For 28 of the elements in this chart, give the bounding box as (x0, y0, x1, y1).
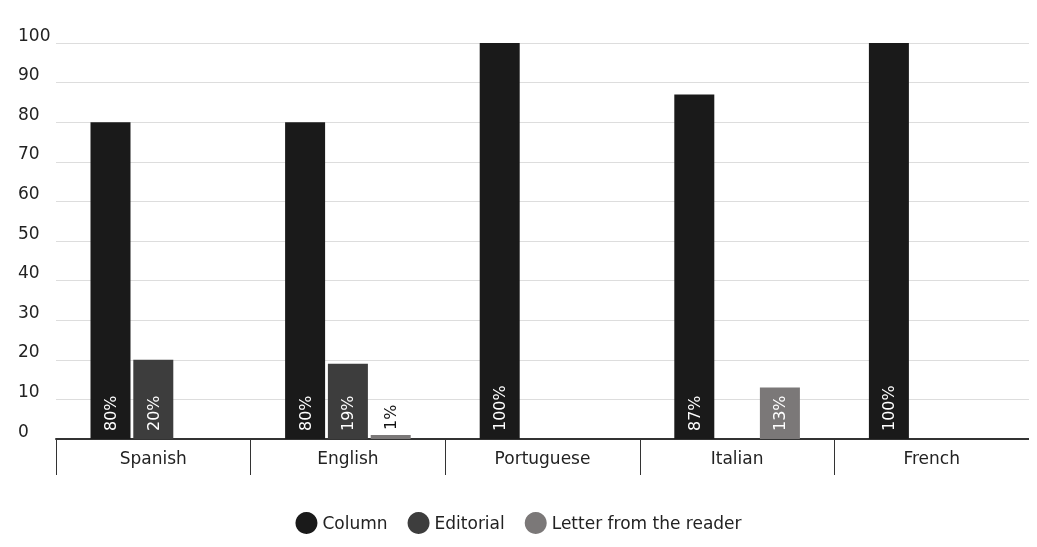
y-tick-label: 40 (18, 262, 40, 283)
data-label: 100% (879, 385, 899, 431)
y-tick-label: 0 (18, 420, 29, 441)
data-label: 19% (338, 395, 358, 431)
data-label: 100% (490, 385, 510, 431)
y-tick-label: 100 (18, 24, 51, 45)
y-tick-label: 80 (18, 103, 40, 124)
data-label: 20% (143, 395, 163, 431)
legend-label: Letter from the reader (551, 513, 742, 533)
x-tick-label: French (903, 447, 960, 468)
y-tick-label: 60 (18, 182, 40, 203)
x-tick-label: Italian (710, 447, 764, 468)
y-tick-label: 10 (18, 380, 40, 401)
y-tick-label: 70 (18, 143, 40, 164)
data-label: 1% (381, 404, 401, 431)
data-label: 87% (684, 395, 704, 431)
legend-label: Editorial (434, 513, 505, 533)
data-label: 80% (101, 395, 120, 431)
data-label: 80% (295, 395, 315, 431)
legend-label: Column (322, 513, 388, 533)
y-tick-label: 20 (18, 341, 40, 362)
x-tick-label: Spanish (119, 447, 187, 468)
data-label: 13% (770, 395, 790, 431)
x-tick-label: Portuguese (494, 447, 591, 468)
x-tick-label: English (317, 447, 379, 468)
y-tick-label: 30 (18, 301, 40, 322)
y-tick-label: 50 (18, 222, 40, 243)
y-tick-label: 90 (18, 64, 40, 85)
